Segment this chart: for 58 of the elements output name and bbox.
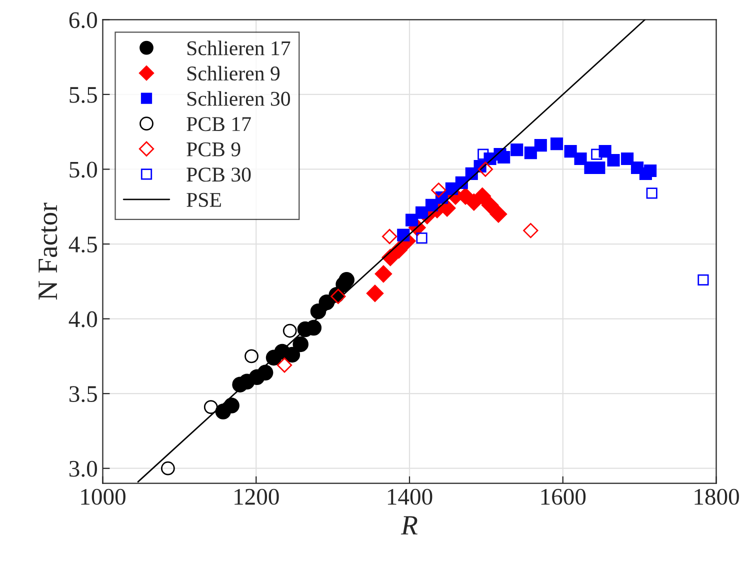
point [574,152,587,166]
point [204,400,218,414]
point [498,150,510,164]
point [406,214,418,226]
legend-label: Schlieren 17 [187,40,290,56]
point [698,274,709,286]
point [338,272,354,288]
point [416,232,428,244]
y-tick-label: 5.0 [70,162,97,178]
point [366,284,384,302]
point [374,265,392,283]
y-tick-label: 3.0 [70,460,97,477]
point [397,228,410,242]
point [478,162,493,177]
point [550,138,564,150]
point [224,398,240,414]
point [490,206,508,223]
legend-label: PCB 9 [186,142,240,156]
x-tick-label: 1800 [694,488,739,505]
point [415,206,428,219]
point [292,336,308,352]
point [244,349,258,364]
legend-label: PCB 30 [186,168,251,182]
legend-label: PSE [186,192,221,207]
point [284,346,300,363]
legend-label: PCB 17 [186,117,251,132]
legend-label: Schlieren 9 [187,66,280,81]
point [591,148,602,160]
y-tick-label: 4.5 [68,236,97,253]
point [646,188,658,199]
y-tick-label: 3.5 [70,386,97,402]
point [644,164,657,178]
y-tick-label: 6.0 [69,12,97,28]
x-tick-label: 1200 [234,488,279,505]
point [276,358,292,373]
point [160,461,175,476]
y-axis-title: N Factor [38,202,58,300]
point [478,148,489,160]
legend-label: Schlieren 30 [187,91,290,106]
point [621,152,634,166]
point [282,324,297,338]
y-tick-label: 4.0 [68,311,97,328]
x-tick-label: 1000 [81,488,126,505]
point [534,139,547,152]
point [607,154,620,167]
y-tick-label: 5.5 [70,87,97,103]
x-tick-label: 1400 [388,488,432,505]
x-axis-title: R [400,516,418,534]
point [382,228,398,244]
point [524,146,537,160]
point [481,196,499,214]
point [431,182,446,198]
point [564,145,577,158]
point [474,188,491,205]
point [510,144,524,156]
point [257,364,274,381]
point [523,222,538,238]
x-tick-label: 1600 [541,488,586,505]
